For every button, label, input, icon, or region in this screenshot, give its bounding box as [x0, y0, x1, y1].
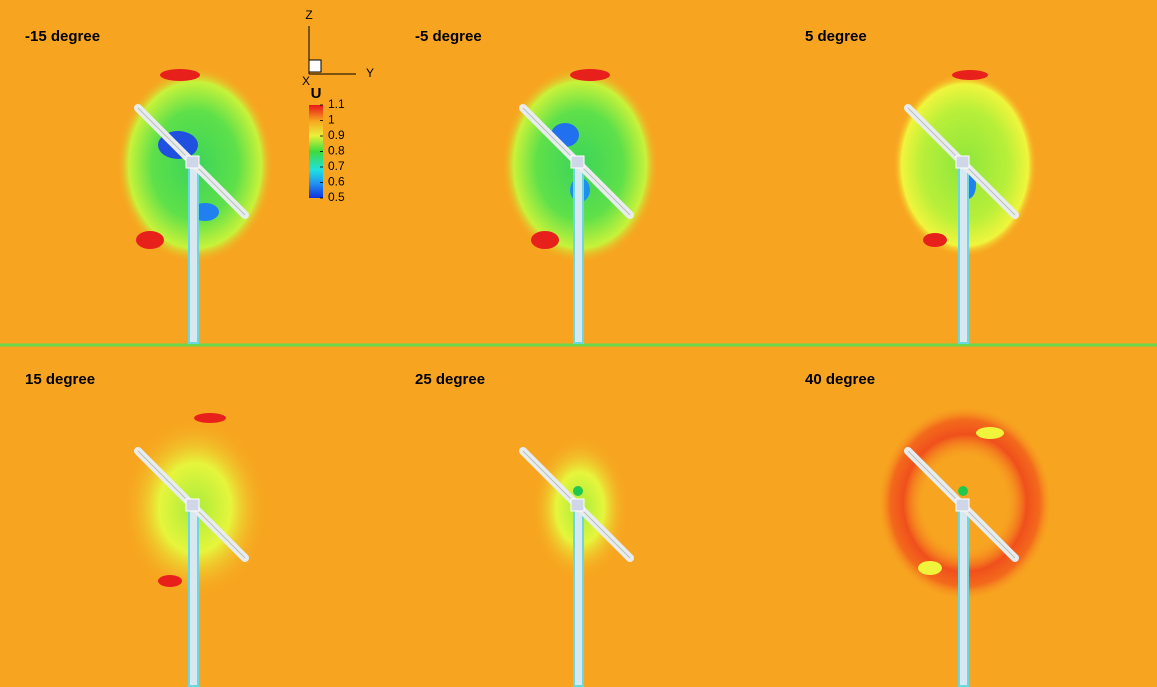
panel: 40 degree	[805, 371, 1053, 686]
panel-label: -5 degree	[415, 28, 482, 45]
axis-label: Y	[366, 66, 374, 80]
colorbar-tick-label: 0.7	[328, 159, 345, 173]
panel: 25 degree	[415, 371, 630, 686]
colorbar-tick-label: 0.8	[328, 144, 345, 158]
axes-triad: Z Y X	[302, 8, 374, 88]
colorbar-title: U	[311, 85, 322, 102]
colorbar-tick-label: 1.1	[328, 97, 345, 111]
panel-label: 15 degree	[25, 371, 95, 388]
panel: 15 degree	[25, 371, 267, 686]
colorbar-tick-label: 0.6	[328, 175, 345, 189]
colorbar-tick-label: 0.5	[328, 190, 345, 204]
axis-label: X	[302, 74, 310, 88]
panel-label: -15 degree	[25, 28, 100, 45]
panel: 5 degree	[805, 28, 1037, 343]
panel-label: 5 degree	[805, 28, 867, 45]
colorbar-tick-label: 1	[328, 113, 335, 127]
panel-label: 25 degree	[415, 371, 485, 388]
panel: -15 degree	[25, 28, 273, 343]
panel: -5 degree	[415, 28, 658, 343]
panel-label: 40 degree	[805, 371, 875, 388]
colorbar: U 1.1 10.9 0.80.7 0.60.5	[309, 85, 345, 204]
axis-label: Z	[305, 8, 312, 22]
colorbar-tick-label: 0.9	[328, 128, 345, 142]
colorbar-ramp	[309, 105, 323, 198]
